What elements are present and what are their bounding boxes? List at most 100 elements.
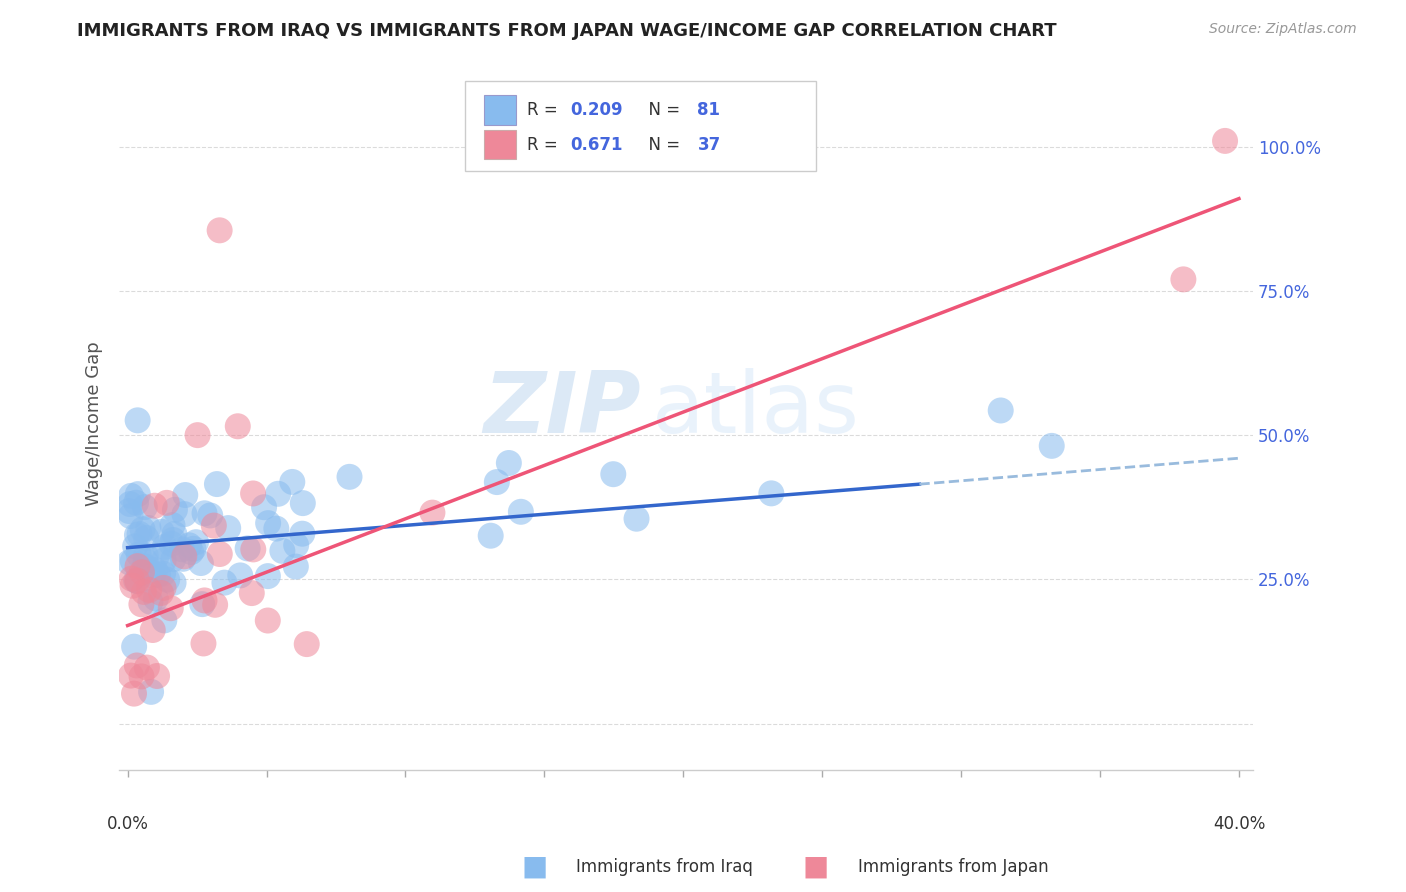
Point xyxy=(118,504,141,518)
Point xyxy=(139,685,162,699)
Text: R =: R = xyxy=(527,101,564,119)
Text: 0.671: 0.671 xyxy=(571,136,623,153)
Text: 0.0%: 0.0% xyxy=(107,814,149,833)
Point xyxy=(240,586,263,600)
Point xyxy=(184,535,207,549)
Point xyxy=(291,526,314,541)
Point xyxy=(257,516,280,530)
Point xyxy=(242,486,264,500)
Point xyxy=(295,637,318,651)
Point xyxy=(142,623,165,637)
Text: 81: 81 xyxy=(697,101,720,119)
Point xyxy=(271,544,294,558)
Point xyxy=(162,518,184,533)
Text: ZIP: ZIP xyxy=(484,368,641,451)
Point xyxy=(193,636,215,650)
Point xyxy=(125,574,148,588)
Point xyxy=(127,574,149,589)
Point xyxy=(256,614,278,628)
Point xyxy=(170,542,193,557)
Point xyxy=(226,419,249,434)
Bar xyxy=(484,130,516,159)
Text: R =: R = xyxy=(527,136,564,153)
Point xyxy=(122,687,145,701)
Point xyxy=(162,552,184,566)
Point xyxy=(162,533,184,547)
Text: 37: 37 xyxy=(697,136,721,153)
Point xyxy=(125,496,148,510)
Point xyxy=(121,579,143,593)
Text: N =: N = xyxy=(638,136,686,153)
Point xyxy=(179,538,201,552)
Point xyxy=(131,522,153,536)
Point xyxy=(626,512,648,526)
Point xyxy=(145,591,167,606)
Point xyxy=(156,496,179,510)
Point xyxy=(131,597,153,611)
Point xyxy=(120,489,142,503)
Point xyxy=(204,598,226,612)
Point xyxy=(153,614,176,628)
Point xyxy=(127,413,149,427)
Point xyxy=(134,500,156,514)
Text: N =: N = xyxy=(638,101,686,119)
Point xyxy=(339,470,361,484)
Point xyxy=(138,521,160,535)
Point xyxy=(150,524,173,539)
Point xyxy=(208,223,231,237)
Point xyxy=(242,542,264,557)
Text: Immigrants from Iraq: Immigrants from Iraq xyxy=(576,858,754,876)
Point xyxy=(498,456,520,470)
Point xyxy=(127,574,149,588)
Point xyxy=(120,668,142,682)
Point xyxy=(200,508,222,523)
Point xyxy=(191,597,214,611)
Point xyxy=(125,658,148,673)
Point xyxy=(509,505,531,519)
Point xyxy=(1173,272,1195,286)
Point xyxy=(127,487,149,501)
Point xyxy=(131,669,153,683)
Point xyxy=(142,568,165,582)
Point xyxy=(183,541,205,556)
Point xyxy=(135,531,157,545)
Point xyxy=(135,554,157,568)
Point xyxy=(214,575,236,590)
Point xyxy=(193,506,215,520)
Point xyxy=(121,572,143,586)
Point xyxy=(156,573,179,587)
Point xyxy=(124,539,146,553)
Point xyxy=(236,541,259,556)
Point xyxy=(267,487,290,501)
Point xyxy=(285,538,308,552)
Point xyxy=(152,566,174,581)
Point xyxy=(132,585,155,599)
Point xyxy=(485,475,508,489)
Point xyxy=(190,556,212,570)
Point xyxy=(479,529,502,543)
Point xyxy=(180,545,202,559)
Bar xyxy=(484,95,516,125)
Point xyxy=(146,669,169,683)
Point xyxy=(122,640,145,654)
Point xyxy=(160,537,183,551)
Point xyxy=(153,540,176,554)
Point xyxy=(257,569,280,583)
Point xyxy=(602,467,624,482)
Point xyxy=(152,553,174,567)
Text: 0.209: 0.209 xyxy=(571,101,623,119)
Point xyxy=(174,488,197,502)
Text: Source: ZipAtlas.com: Source: ZipAtlas.com xyxy=(1209,22,1357,37)
Point xyxy=(163,503,186,517)
Point xyxy=(134,559,156,574)
Text: atlas: atlas xyxy=(652,368,860,451)
Text: ■: ■ xyxy=(522,853,547,881)
Point xyxy=(135,549,157,563)
Point xyxy=(253,500,276,515)
Point xyxy=(139,595,162,609)
Point xyxy=(281,475,304,489)
Point xyxy=(202,518,225,533)
Point xyxy=(193,593,215,607)
Point xyxy=(173,507,195,521)
Point xyxy=(143,499,166,513)
